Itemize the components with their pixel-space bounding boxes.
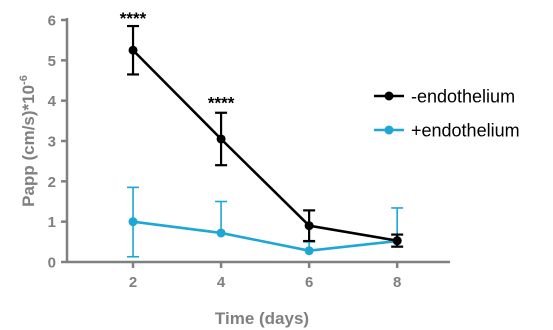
point-endothelium-2 [128,45,138,55]
point-endothelium-4 [216,134,226,144]
legend-label-endothelium: +endothelium [411,121,520,141]
y-axis-title-main: Papp (cm/s)*10 [19,85,38,207]
point-endothelium-6 [304,246,314,256]
x-tick-label-8: 8 [393,274,401,291]
y-tick-label-4: 4 [48,93,57,110]
point-endothelium-6 [304,221,314,231]
y-axis-title: Papp (cm/s)*10-6 [18,75,38,207]
point-endothelium-8 [392,236,402,246]
y-tick-label-5: 5 [48,53,56,70]
axes: 0 1 2 3 4 5 6 2 4 6 8 [48,13,450,291]
legend-marker-endothelium [384,91,394,101]
x-axis-title: Time (days) [215,309,309,328]
y-tick-label-3: 3 [48,134,56,151]
y-tick-label-6: 6 [48,13,56,30]
point-endothelium-4 [216,228,226,238]
legend-label-endothelium: -endothelium [411,87,515,107]
series-line-endothelium [132,49,398,242]
legend: -endothelium +endothelium [374,87,520,141]
series-line-endothelium [132,220,398,253]
point-endothelium-2 [128,217,138,227]
significance-annotation-2: **** [208,94,235,113]
x-tick-label-6: 6 [305,274,313,291]
y-tick-label-2: 2 [48,174,56,191]
x-tick-label-4: 4 [217,274,226,291]
significance-annotation-1: **** [120,9,147,28]
legend-marker-endothelium [384,125,394,135]
x-tick-label-2: 2 [129,274,137,291]
y-tick-label-1: 1 [48,214,56,231]
y-tick-label-0: 0 [48,255,56,272]
plot-area: **** **** [120,9,404,258]
y-axis-title-exponent: -6 [18,75,30,85]
